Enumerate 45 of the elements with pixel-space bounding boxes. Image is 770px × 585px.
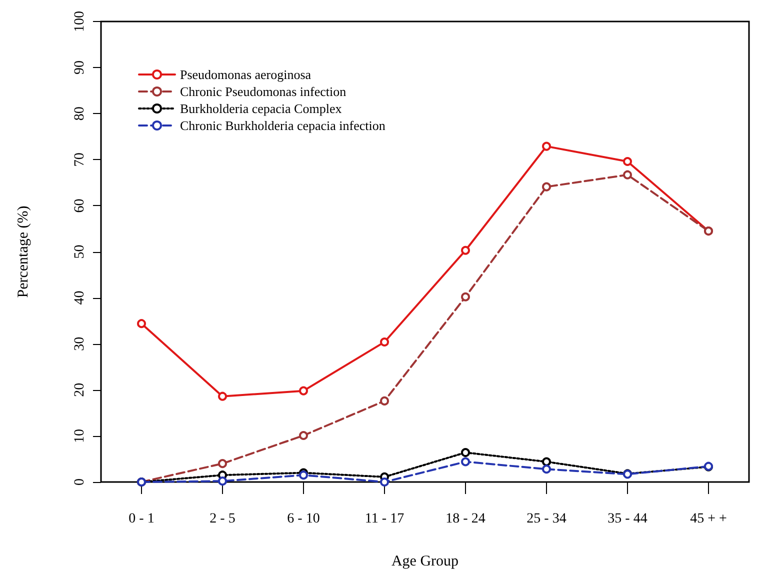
point xyxy=(299,470,308,480)
y-axis-title: Percentage (%) xyxy=(16,206,32,298)
point xyxy=(623,170,632,180)
point xyxy=(380,396,389,406)
y-tick-label: 50 xyxy=(72,244,88,259)
x-tick-label: 2 - 5 xyxy=(210,512,236,526)
y-tick-label: 100 xyxy=(72,11,88,32)
x-tick-label: 18 - 24 xyxy=(446,512,486,526)
point xyxy=(380,338,389,347)
legend-label: Chronic Burkholderia cepacia infection xyxy=(180,118,386,133)
x-tick-label: 0 - 1 xyxy=(128,512,154,526)
point xyxy=(461,246,470,255)
point xyxy=(542,464,551,474)
y-tick-label: 80 xyxy=(72,106,88,121)
point xyxy=(623,156,632,166)
point xyxy=(542,457,551,466)
y-tick-label: 90 xyxy=(72,60,88,75)
x-tick-label: 45 + + xyxy=(690,512,727,526)
y-tick-label: 60 xyxy=(72,198,88,213)
point xyxy=(299,386,308,396)
y-tick-label: 30 xyxy=(72,336,88,351)
point xyxy=(461,448,470,458)
x-tick-label: 25 - 34 xyxy=(526,512,566,526)
point xyxy=(461,457,470,466)
x-axis-title: Age Group xyxy=(391,554,459,570)
y-tick-label: 70 xyxy=(72,152,88,167)
point xyxy=(137,319,146,328)
point xyxy=(542,142,551,151)
y-tick-label: 20 xyxy=(72,382,88,397)
point xyxy=(542,182,551,192)
point xyxy=(218,459,227,468)
legend-label: Burkholderia cepacia Complex xyxy=(180,101,342,116)
x-tick-label: 6 - 10 xyxy=(287,512,320,526)
y-tick-label: 40 xyxy=(72,290,88,305)
legend-label: Pseudomonas aeroginosa xyxy=(180,67,312,82)
point xyxy=(380,478,389,486)
y-tick-label: 10 xyxy=(72,428,88,443)
x-tick-label: 35 - 44 xyxy=(608,512,648,526)
point xyxy=(218,476,227,486)
y-tick-label: 0 xyxy=(72,478,88,486)
legend-label: Chronic Pseudomonas infection xyxy=(180,84,347,99)
x-tick-label: 11 - 17 xyxy=(364,512,404,526)
point xyxy=(461,292,470,302)
point xyxy=(299,430,308,440)
point xyxy=(218,392,227,401)
